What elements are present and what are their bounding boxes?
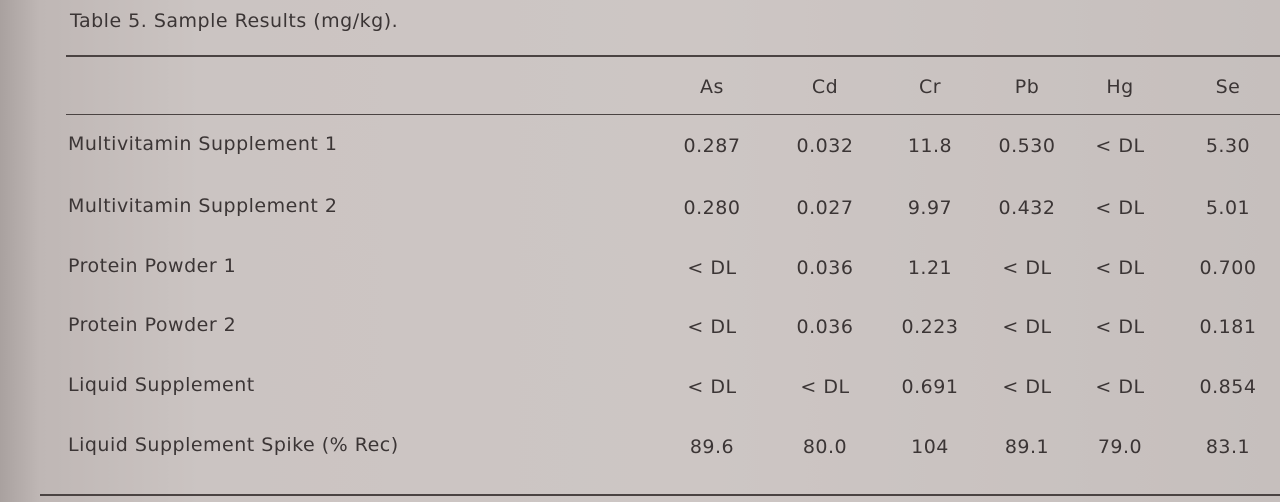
- cell: < DL: [687, 316, 737, 338]
- row-label: Multivitamin Supplement 1: [68, 133, 338, 155]
- cell: < DL: [1095, 316, 1145, 338]
- cell: 79.0: [1097, 436, 1143, 458]
- cell: < DL: [1002, 257, 1052, 279]
- cell: 0.287: [683, 135, 741, 157]
- cell: 0.036: [796, 257, 854, 279]
- cell: < DL: [1095, 376, 1145, 398]
- column-header: Hg: [1106, 76, 1134, 98]
- bottom-rule: [40, 494, 1280, 496]
- row-label: Protein Powder 2: [68, 314, 237, 336]
- cell: 83.1: [1205, 436, 1251, 458]
- row-label: Liquid Supplement Spike (% Rec): [68, 434, 399, 456]
- cell: 5.01: [1205, 197, 1251, 219]
- cell: 89.6: [689, 436, 735, 458]
- row-label: Liquid Supplement: [68, 374, 255, 396]
- cell: 89.1: [1004, 436, 1050, 458]
- cell: 0.700: [1199, 257, 1257, 279]
- cell: 0.032: [796, 135, 854, 157]
- column-header: Cr: [918, 76, 942, 98]
- row-label: Multivitamin Supplement 2: [68, 195, 338, 217]
- cell: < DL: [1002, 376, 1052, 398]
- cell: < DL: [1002, 316, 1052, 338]
- column-header: Pb: [1014, 76, 1040, 98]
- cell: 0.854: [1199, 376, 1257, 398]
- cell: 11.8: [907, 135, 953, 157]
- cell: < DL: [687, 376, 737, 398]
- cell: 0.432: [998, 197, 1056, 219]
- column-header: Se: [1215, 76, 1241, 98]
- cell: 5.30: [1205, 135, 1251, 157]
- cell: 0.027: [796, 197, 854, 219]
- cell: < DL: [800, 376, 850, 398]
- cell: < DL: [1095, 257, 1145, 279]
- cell: 0.530: [998, 135, 1056, 157]
- top-rule: [66, 55, 1280, 57]
- column-header: As: [700, 76, 724, 98]
- cell: 104: [911, 436, 949, 458]
- cell: 9.97: [907, 197, 953, 219]
- cell: < DL: [1095, 197, 1145, 219]
- cell: 0.280: [683, 197, 741, 219]
- cell: 0.036: [796, 316, 854, 338]
- table-title: Table 5. Sample Results (mg/kg).: [70, 10, 399, 32]
- column-header: Cd: [811, 76, 839, 98]
- cell: 80.0: [802, 436, 848, 458]
- header-rule: [66, 114, 1280, 115]
- cell: < DL: [1095, 135, 1145, 157]
- cell: 0.223: [901, 316, 959, 338]
- cell: < DL: [687, 257, 737, 279]
- cell: 1.21: [907, 257, 953, 279]
- cell: 0.691: [901, 376, 959, 398]
- row-label: Protein Powder 1: [68, 255, 237, 277]
- cell: 0.181: [1199, 316, 1257, 338]
